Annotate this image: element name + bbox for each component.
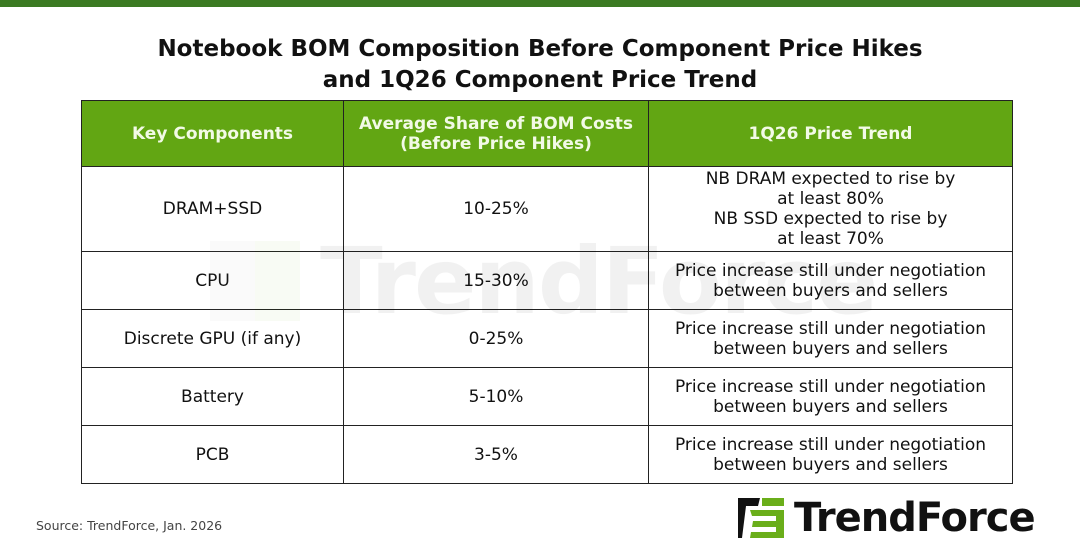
cell-component: Discrete GPU (if any) [81,309,344,368]
cell-component: DRAM+SSD [81,166,344,252]
header-price-trend: 1Q26 Price Trend [648,100,1013,167]
trend-line: between buyers and sellers [713,280,948,301]
table-row: DRAM+SSD 10-25% NB DRAM expected to rise b… [81,166,1013,252]
trend-line: NB DRAM expected to rise by [705,169,956,189]
header-line: (Before Price Hikes) [400,133,592,154]
trend-line: Price increase still under negotiation [674,434,986,455]
trend-line: NB SSD expected to rise by [713,209,948,229]
trend-line: between buyers and sellers [713,396,948,417]
cell-trend: Price increase still under negotiation be… [648,251,1013,310]
table-header-row: Key Components Average Share of BOM Cost… [81,100,1013,167]
cell-share: 3-5% [343,425,649,484]
trendforce-logo-icon [738,498,784,538]
cell-trend: NB DRAM expected to rise by at least 80% N… [648,166,1013,252]
trend-line: at least 80% [777,189,884,209]
trend-line: between buyers and sellers [713,454,948,475]
cell-share: 5-10% [343,367,649,426]
header-average-share: Average Share of BOM Costs (Before Price … [343,100,649,167]
cell-component: CPU [81,251,344,310]
cell-component: Battery [81,367,344,426]
header-key-components: Key Components [81,100,344,167]
header-line: Average Share of BOM Costs [358,113,634,134]
trendforce-logo: TrendForce [738,495,1036,541]
title-line-2: and 1Q26 Component Price Trend [322,67,758,93]
cell-trend: Price increase still under negotiation be… [648,425,1013,484]
cell-component: PCB [81,425,344,484]
watermark-text: TrendForce [320,228,878,335]
cell-share: 0-25% [343,309,649,368]
table-row: Battery 5-10% Price increase still under n… [81,367,1013,426]
source-note: Source: TrendForce, Jan. 2026 [36,518,223,533]
cell-share: 10-25% [343,166,649,252]
trend-line: Price increase still under negotiation [674,318,986,339]
cell-share: 15-30% [343,251,649,310]
table-row: PCB 3-5% Price increase still under negoti… [81,425,1013,484]
watermark-logo: TrendForce [210,228,878,335]
trend-line: Price increase still under negotiation [674,260,986,281]
bom-table: Key Components Average Share of BOM Cost… [81,100,1013,484]
cell-trend: Price increase still under negotiation be… [648,367,1013,426]
table-row: CPU15-30%Price increase still under nego… [81,251,1013,310]
trend-line: Price increase still under negotiation [674,376,986,397]
chart-title: Notebook BOM Composition Before Componen… [0,34,1080,96]
top-accent-bar [0,0,1080,7]
trend-line: between buyers and sellers [713,338,948,359]
title-line-1: Notebook BOM Composition Before Componen… [157,36,923,62]
trend-line: at least 70% [777,229,884,249]
logo-wordmark: TrendForce [794,495,1036,541]
